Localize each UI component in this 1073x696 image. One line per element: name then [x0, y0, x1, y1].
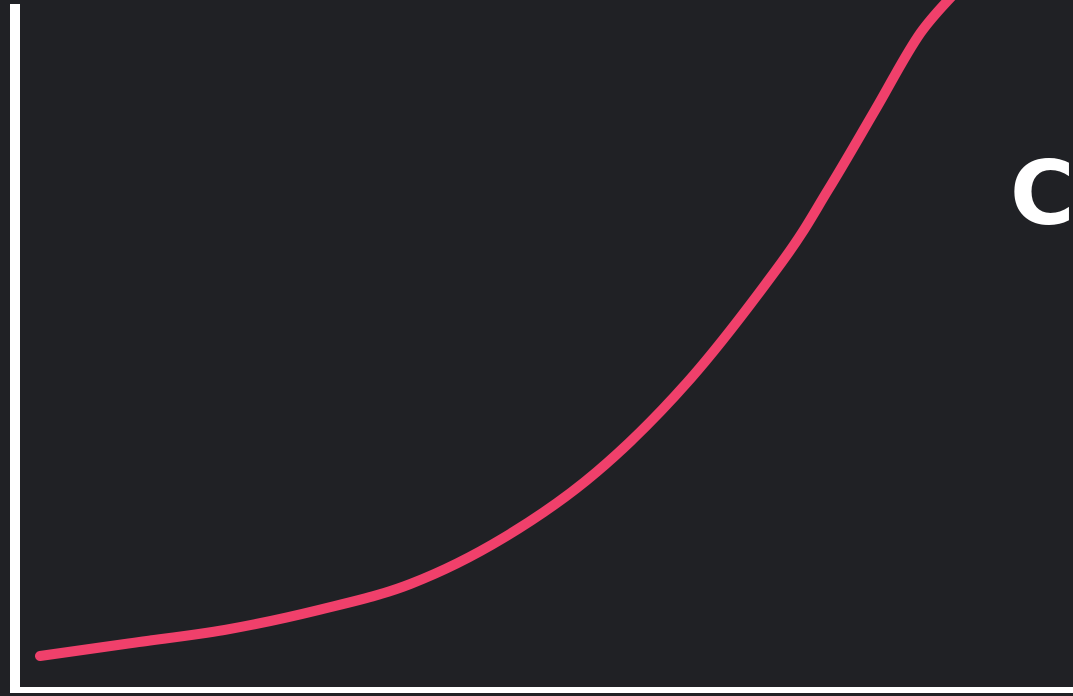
chart-axes — [10, 4, 1073, 693]
series-layer — [35, 0, 956, 661]
series-line-0 — [35, 0, 956, 661]
cropped-label: C — [1010, 142, 1073, 245]
